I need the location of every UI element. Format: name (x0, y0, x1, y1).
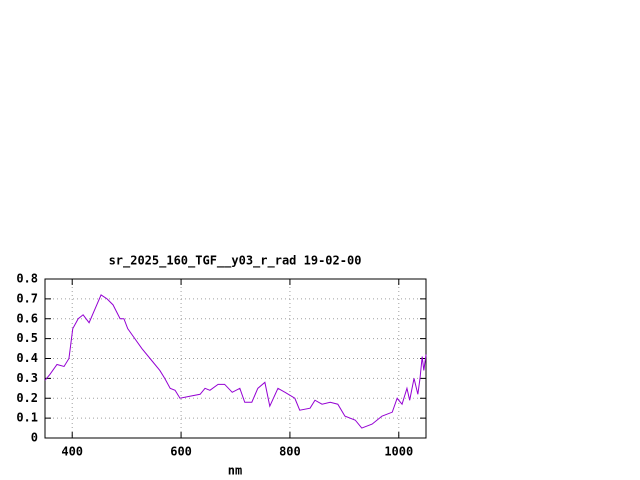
x-axis-label: nm (228, 464, 242, 478)
x-tick-label: 1000 (384, 445, 413, 459)
y-tick-label: 0.5 (16, 331, 38, 345)
y-tick-label: 0.7 (16, 291, 38, 305)
chart-title: sr_2025_160_TGF__y03_r_rad 19-02-00 (109, 254, 362, 269)
x-tick-label: 400 (61, 445, 83, 459)
y-tick-label: 0.8 (16, 272, 38, 286)
plot-frame (44, 278, 427, 439)
y-tick-label: 0.1 (16, 411, 38, 425)
x-tick-label: 600 (170, 445, 192, 459)
x-tick-label: 800 (279, 445, 301, 459)
y-tick-label: 0.3 (16, 371, 38, 385)
y-tick-label: 0.4 (16, 351, 38, 365)
data-line (44, 294, 427, 429)
y-tick-label: 0.6 (16, 311, 38, 325)
y-tick-label: 0 (31, 431, 38, 445)
y-tick-label: 0.2 (16, 391, 38, 405)
